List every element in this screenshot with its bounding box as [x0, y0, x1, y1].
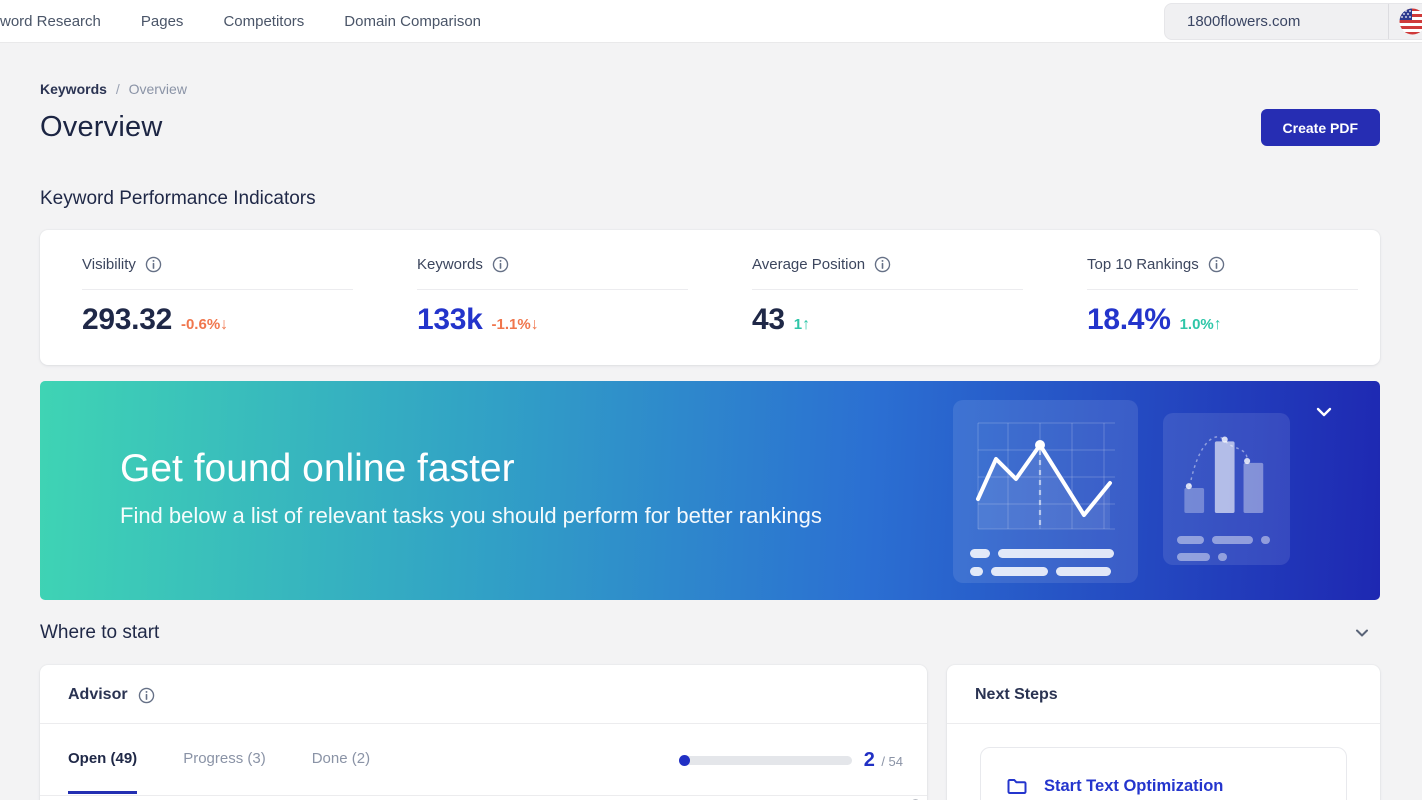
- progress-total: / 54: [881, 754, 903, 769]
- top-nav: word Research Pages Competitors Domain C…: [0, 0, 1422, 43]
- next-step-start-text-optimization[interactable]: Start Text Optimization: [980, 747, 1347, 800]
- kpi-change: 1↑: [793, 316, 811, 333]
- advisor-tabs: Open (49) Progress (3) Done (2) 2 / 54: [40, 724, 927, 796]
- progress-fill: [678, 755, 690, 766]
- kpi-card-top10-rankings: Top 10 Rankings 18.4% 1.0%↑: [1045, 256, 1380, 341]
- progress-bar: [678, 755, 852, 766]
- kpi-change: -1.1%↓: [491, 316, 539, 333]
- tab-done[interactable]: Done (2): [311, 750, 371, 767]
- section-collapse-chevron-down-icon[interactable]: [1352, 623, 1372, 643]
- next-steps-panel: Next Steps Start Text Optimization: [947, 665, 1380, 800]
- us-flag-icon: [1389, 8, 1422, 35]
- breadcrumb-separator: /: [115, 81, 120, 97]
- promo-banner: Get found online faster Find below a lis…: [40, 381, 1380, 600]
- arrow-down-icon: ↓: [220, 316, 229, 333]
- divider: [82, 289, 353, 290]
- domain-selector[interactable]: 1800flowers.com: [1164, 3, 1422, 40]
- advisor-panel: Advisor Open (49) Progress (3) Done (2) …: [40, 665, 927, 800]
- next-step-label: Start Text Optimization: [1044, 776, 1224, 795]
- arrow-up-icon: ↑: [802, 316, 811, 333]
- info-icon[interactable]: [874, 256, 891, 273]
- create-pdf-button[interactable]: Create PDF: [1260, 109, 1380, 146]
- nav-item-domain-comparison[interactable]: Domain Comparison: [344, 12, 482, 30]
- kpi-label: Average Position: [752, 256, 866, 273]
- page-title: Overview: [40, 111, 163, 143]
- banner-subtitle: Find below a list of relevant tasks you …: [120, 503, 822, 528]
- kpi-section-title: Keyword Performance Indicators: [40, 188, 316, 209]
- domain-divider: [1388, 4, 1389, 39]
- kpi-value: 18.4%: [1087, 303, 1171, 336]
- kpi-card: Visibility 293.32 -0.6%↓ Keywords 133k: [40, 230, 1380, 365]
- next-steps-title: Next Steps: [975, 686, 1058, 703]
- nav-item-pages[interactable]: Pages: [140, 12, 184, 30]
- banner-collapse-chevron-down-icon[interactable]: [1313, 401, 1335, 423]
- advisor-task-list: [40, 796, 927, 800]
- kpi-label: Top 10 Rankings: [1087, 256, 1199, 273]
- arrow-up-icon: ↑: [1213, 316, 1222, 333]
- line-chart-illustration: [953, 400, 1138, 583]
- info-icon[interactable]: [145, 256, 162, 273]
- breadcrumb: Keywords / Overview: [40, 81, 1380, 97]
- nav-item-competitors[interactable]: Competitors: [223, 12, 305, 30]
- folder-icon: [1005, 774, 1029, 798]
- banner-title: Get found online faster: [120, 447, 515, 490]
- info-icon[interactable]: [138, 687, 155, 704]
- bar-chart-illustration: [1163, 413, 1290, 565]
- advisor-title: Advisor: [68, 686, 128, 703]
- kpi-value: 43: [752, 303, 785, 336]
- domain-value: 1800flowers.com: [1187, 13, 1301, 30]
- tab-progress[interactable]: Progress (3): [183, 750, 266, 767]
- kpi-card-average-position: Average Position 43 1↑: [710, 256, 1045, 341]
- kpi-card-keywords: Keywords 133k -1.1%↓: [375, 256, 710, 341]
- kpi-label: Keywords: [417, 256, 483, 273]
- where-to-start-title: Where to start: [40, 622, 160, 643]
- nav-items: word Research Pages Competitors Domain C…: [0, 13, 481, 30]
- divider: [417, 289, 688, 290]
- advisor-progress: 2 / 54: [678, 749, 903, 772]
- kpi-value: 133k: [417, 303, 483, 336]
- kpi-label: Visibility: [82, 256, 136, 273]
- kpi-card-visibility: Visibility 293.32 -0.6%↓: [40, 256, 375, 341]
- kpi-change: -0.6%↓: [180, 316, 229, 333]
- progress-count: 2: [863, 749, 875, 771]
- breadcrumb-current: Overview: [128, 81, 187, 97]
- nav-item-keyword-research[interactable]: word Research: [0, 12, 101, 30]
- kpi-value: 293.32: [82, 303, 172, 336]
- kpi-change: 1.0%↑: [1179, 316, 1222, 333]
- divider: [1087, 289, 1358, 290]
- divider: [752, 289, 1023, 290]
- info-icon[interactable]: [492, 256, 509, 273]
- breadcrumb-keywords[interactable]: Keywords: [40, 81, 107, 97]
- tab-open[interactable]: Open (49): [68, 724, 138, 794]
- info-icon[interactable]: [1208, 256, 1225, 273]
- arrow-down-icon: ↓: [530, 316, 539, 333]
